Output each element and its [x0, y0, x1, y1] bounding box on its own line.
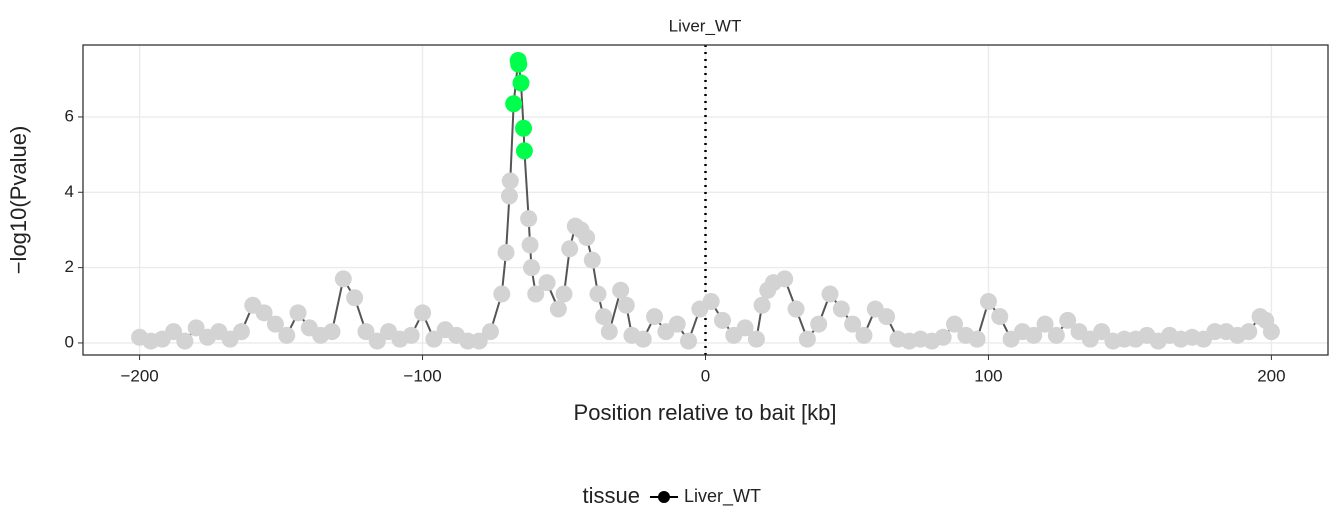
point	[505, 95, 523, 113]
point	[521, 236, 539, 254]
point	[493, 285, 511, 303]
point	[470, 332, 488, 350]
point	[798, 330, 816, 348]
point	[747, 330, 765, 348]
point	[520, 210, 538, 228]
point	[187, 319, 205, 337]
point	[255, 304, 273, 322]
point	[578, 228, 596, 246]
point	[991, 308, 1009, 326]
point	[1047, 326, 1065, 344]
point	[1025, 326, 1043, 344]
point	[500, 187, 518, 205]
point	[617, 296, 635, 314]
point	[934, 328, 952, 346]
legend-title: tissue	[583, 483, 640, 508]
point	[266, 315, 284, 333]
x-tick-label: −200	[120, 366, 158, 385]
point	[555, 285, 573, 303]
point	[481, 323, 499, 341]
point	[832, 300, 850, 318]
point	[561, 240, 579, 258]
legend-label: Liver_WT	[684, 486, 761, 507]
point	[1240, 323, 1258, 341]
point	[595, 308, 613, 326]
point	[278, 326, 296, 344]
point	[634, 330, 652, 348]
y-tick-label: 0	[65, 332, 74, 351]
point	[522, 259, 540, 277]
point	[176, 332, 194, 350]
point	[646, 308, 664, 326]
y-axis-title: −log10(Pvalue)	[6, 126, 31, 275]
point	[668, 315, 686, 333]
point	[810, 315, 828, 333]
y-tick-label: 6	[65, 106, 74, 125]
point	[844, 315, 862, 333]
point	[946, 315, 963, 333]
point	[855, 326, 873, 344]
point	[787, 300, 805, 318]
point	[425, 330, 443, 348]
point	[713, 311, 731, 329]
point	[680, 332, 698, 350]
point	[232, 323, 250, 341]
point	[600, 323, 618, 341]
point	[527, 285, 545, 303]
point	[510, 55, 528, 73]
y-tick-label: 2	[65, 257, 74, 276]
point	[753, 296, 771, 314]
point	[334, 270, 352, 288]
point	[346, 289, 364, 307]
point	[968, 330, 986, 348]
x-tick-label: 100	[974, 366, 1002, 385]
point	[501, 172, 519, 190]
panel-border	[82, 44, 1329, 356]
point	[515, 142, 533, 160]
point	[357, 323, 375, 341]
point	[583, 251, 601, 269]
point	[979, 293, 997, 311]
point	[538, 274, 556, 292]
point	[1059, 311, 1077, 329]
point	[549, 300, 567, 318]
point	[368, 332, 386, 350]
point	[515, 119, 533, 137]
point	[878, 308, 896, 326]
point	[1093, 323, 1111, 341]
point	[512, 74, 530, 92]
point	[736, 319, 754, 337]
point	[165, 323, 183, 341]
x-tick-label: 200	[1257, 366, 1285, 385]
point	[1262, 323, 1280, 341]
legend-key-point	[658, 491, 670, 503]
strip-title: Liver_WT	[669, 16, 742, 35]
point	[414, 304, 432, 322]
y-tick-label: 4	[65, 182, 74, 201]
x-tick-label: 0	[701, 366, 710, 385]
x-tick-label: −100	[403, 366, 441, 385]
point	[776, 270, 794, 288]
point	[702, 293, 720, 311]
point	[1036, 315, 1054, 333]
point	[497, 244, 515, 262]
point	[612, 281, 630, 299]
x-axis-title: Position relative to bait [kb]	[574, 400, 837, 425]
point	[289, 304, 307, 322]
point	[323, 323, 341, 341]
point	[402, 326, 420, 344]
point	[821, 285, 839, 303]
point	[589, 285, 607, 303]
